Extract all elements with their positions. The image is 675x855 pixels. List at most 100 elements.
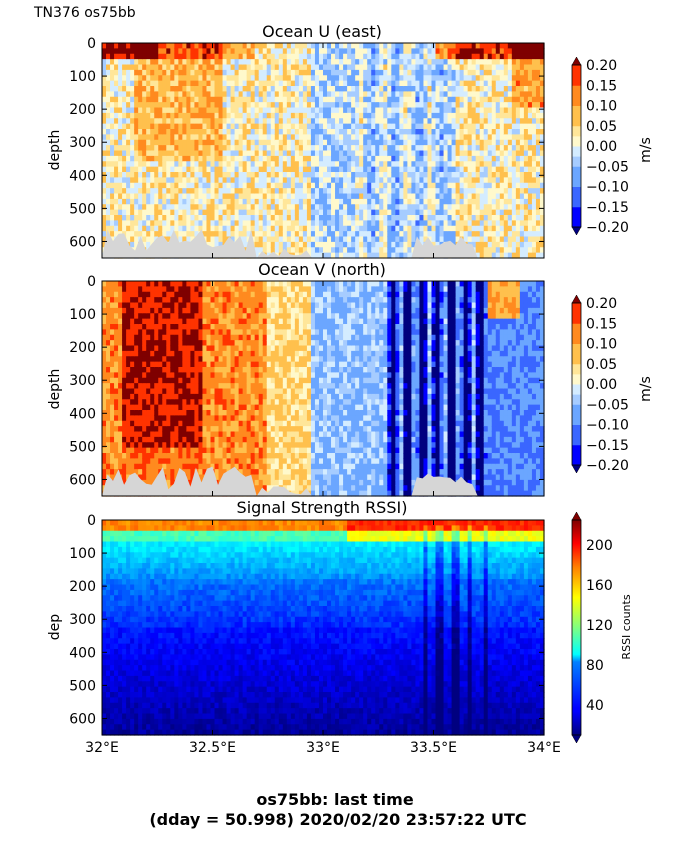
heatmap-cell xyxy=(102,48,107,55)
heatmap-cell xyxy=(302,64,308,71)
heatmap-cell xyxy=(483,236,489,243)
heatmap-cell xyxy=(298,75,304,82)
heatmap-cell xyxy=(210,53,216,60)
heatmap-cell xyxy=(298,86,304,92)
heatmap-cell xyxy=(254,172,260,178)
heatmap-cell xyxy=(355,166,360,173)
heatmap-cell xyxy=(435,43,441,49)
heatmap-cell xyxy=(379,204,384,211)
heatmap-cell xyxy=(391,53,396,60)
heatmap-cell xyxy=(206,161,212,168)
heatmap-cell xyxy=(379,220,384,227)
heatmap-cell xyxy=(158,129,163,135)
heatmap-cell xyxy=(210,188,216,195)
heatmap-cell xyxy=(238,182,244,189)
heatmap-cell xyxy=(327,193,332,200)
heatmap-cell xyxy=(419,139,425,146)
heatmap-cell xyxy=(150,302,155,309)
heatmap-cell xyxy=(399,193,404,200)
heatmap-cell xyxy=(222,118,228,125)
heatmap-cell xyxy=(226,166,232,173)
heatmap-cell xyxy=(234,53,240,60)
heatmap-cell xyxy=(483,247,489,254)
heatmap-cell xyxy=(146,43,151,49)
heatmap-cell xyxy=(467,123,473,130)
heatmap-cell xyxy=(166,139,171,146)
heatmap-cell xyxy=(110,75,115,82)
heatmap-cell xyxy=(463,231,469,238)
heatmap-cell xyxy=(206,64,212,71)
heatmap-cell xyxy=(138,367,143,373)
heatmap-cell xyxy=(463,53,469,60)
heatmap-cell xyxy=(306,59,312,66)
heatmap-cell xyxy=(503,59,509,66)
heatmap-cell xyxy=(439,215,445,221)
heatmap-cell xyxy=(471,150,477,157)
heatmap-cell xyxy=(339,225,344,232)
heatmap-cell xyxy=(487,118,493,125)
heatmap-cell xyxy=(110,172,115,178)
heatmap-cell xyxy=(495,80,501,87)
heatmap-cell xyxy=(134,453,139,459)
heatmap-cell xyxy=(415,225,421,232)
heatmap-cell xyxy=(383,59,388,66)
heatmap-cell xyxy=(134,442,139,449)
heatmap-cell xyxy=(343,247,348,254)
heatmap-cell xyxy=(150,426,155,433)
heatmap-cell xyxy=(499,53,505,60)
heatmap-cell xyxy=(302,107,308,114)
heatmap-cell xyxy=(314,134,320,141)
heatmap-cell xyxy=(375,172,380,178)
heatmap-cell xyxy=(379,64,384,71)
heatmap-cell xyxy=(102,102,107,109)
heatmap-cell xyxy=(371,48,376,55)
heatmap-cell xyxy=(266,53,272,60)
heatmap-cell xyxy=(431,225,437,232)
heatmap-cell xyxy=(323,80,328,87)
heatmap-cell xyxy=(331,193,336,200)
heatmap-cell xyxy=(294,150,300,157)
heatmap-cell xyxy=(298,123,304,130)
heatmap-cell xyxy=(210,96,216,103)
heatmap-cell xyxy=(126,80,131,87)
heatmap-cell xyxy=(154,155,159,162)
heatmap-cell xyxy=(399,75,404,82)
heatmap-cell xyxy=(102,286,107,293)
heatmap-cell xyxy=(363,182,368,189)
heatmap-cell xyxy=(194,64,200,71)
heatmap-cell xyxy=(158,161,163,168)
heatmap-cell xyxy=(379,225,384,232)
heatmap-cell xyxy=(110,307,115,314)
heatmap-cell xyxy=(391,236,396,243)
heatmap-cell xyxy=(318,247,324,254)
heatmap-cell xyxy=(126,123,131,130)
heatmap-cell xyxy=(102,204,107,211)
heatmap-cell xyxy=(387,209,392,216)
heatmap-cell xyxy=(230,64,236,71)
heatmap-cell xyxy=(351,134,356,141)
heatmap-cell xyxy=(467,161,473,168)
heatmap-cell xyxy=(242,188,248,195)
heatmap-cell xyxy=(282,91,288,98)
heatmap-cell xyxy=(126,118,131,125)
heatmap-cell xyxy=(114,129,119,135)
heatmap-cell xyxy=(447,166,453,173)
heatmap-cell xyxy=(230,188,236,195)
heatmap-cell xyxy=(134,307,139,314)
heatmap-cell xyxy=(375,209,380,216)
heatmap-cell xyxy=(122,426,127,433)
heatmap-cell xyxy=(210,177,216,184)
heatmap-cell xyxy=(258,118,264,125)
heatmap-cell xyxy=(507,75,513,82)
heatmap-cell xyxy=(375,220,380,227)
heatmap-cell xyxy=(266,64,272,71)
heatmap-cell xyxy=(439,102,445,109)
heatmap-cell xyxy=(270,182,276,189)
heatmap-cell xyxy=(415,69,421,76)
heatmap-cell xyxy=(250,204,256,211)
heatmap-cell xyxy=(194,220,200,227)
heatmap-cell xyxy=(262,247,268,254)
heatmap-cell xyxy=(246,107,252,114)
heatmap-cell xyxy=(190,215,196,221)
